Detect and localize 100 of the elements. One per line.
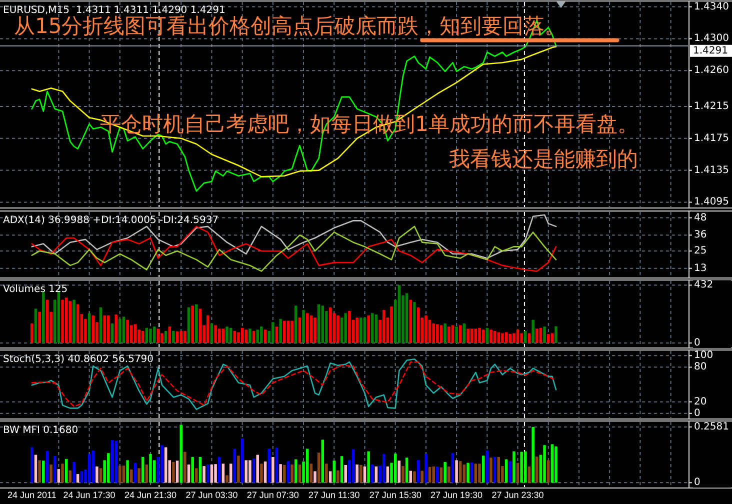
bar	[493, 330, 496, 343]
bar	[268, 448, 270, 483]
bar	[72, 300, 76, 343]
bar	[275, 326, 278, 343]
bar	[180, 424, 182, 483]
bar	[80, 471, 84, 483]
bar	[76, 304, 80, 343]
chart-title: Stoch(5,3,3) 40.8602 56.5790	[3, 354, 154, 365]
chart-title: EURUSD,M15 1.4311 1.4311 1.4290 1.4291	[3, 5, 226, 16]
bar	[290, 464, 294, 483]
bar	[348, 310, 351, 343]
bar	[260, 464, 263, 483]
bar	[176, 331, 179, 343]
bar	[306, 448, 309, 483]
bar	[432, 466, 435, 483]
y-tick-label: 0	[694, 408, 700, 419]
bar	[145, 464, 148, 483]
bar	[440, 325, 443, 343]
x-tick-label: 24 Jun 17:30	[63, 490, 116, 500]
bar	[46, 300, 49, 343]
bar	[371, 313, 374, 343]
bar	[508, 334, 512, 343]
bar	[367, 315, 370, 343]
bar	[536, 328, 538, 343]
bar	[279, 318, 282, 343]
bar	[466, 328, 470, 343]
bar	[490, 458, 492, 483]
bar	[172, 330, 175, 343]
bar	[550, 333, 554, 343]
bar	[478, 464, 481, 483]
bar	[38, 460, 41, 483]
y-tick-label: 1.4135	[694, 164, 729, 176]
bar	[524, 451, 527, 483]
y-tick-label: 1.4215	[694, 100, 729, 112]
bar	[272, 456, 274, 483]
bar	[302, 310, 305, 343]
bar	[92, 315, 94, 343]
bar	[110, 440, 114, 483]
bar	[107, 315, 110, 343]
bar	[210, 464, 214, 483]
bar	[206, 464, 210, 483]
bar	[474, 328, 478, 343]
bar	[214, 464, 217, 483]
bar	[42, 292, 45, 343]
bar	[283, 464, 286, 483]
bar	[206, 315, 210, 343]
bar	[363, 318, 366, 343]
bar	[546, 460, 550, 483]
bar	[444, 462, 446, 483]
annotation: 我看钱还是能赚到的	[449, 147, 638, 171]
bar	[516, 330, 520, 343]
bar	[141, 330, 144, 343]
bar	[402, 466, 404, 483]
bar	[226, 326, 228, 343]
bar	[344, 313, 347, 343]
bar	[34, 308, 38, 343]
bar	[164, 330, 168, 343]
bar	[413, 471, 416, 483]
bar	[248, 328, 252, 343]
bar	[50, 464, 52, 483]
bar	[107, 453, 110, 483]
bar	[168, 326, 172, 343]
bar	[72, 462, 76, 483]
bar	[490, 330, 492, 343]
bar	[152, 326, 156, 343]
bar	[187, 464, 190, 483]
bar	[294, 306, 298, 343]
bar	[482, 456, 485, 483]
bar	[191, 306, 194, 343]
y-tick-label: 0	[694, 337, 700, 348]
bar	[360, 318, 362, 343]
bar	[264, 462, 267, 483]
bar	[279, 464, 282, 483]
bar	[310, 315, 313, 343]
bar	[275, 448, 278, 483]
bar	[118, 318, 122, 343]
bar	[61, 464, 64, 483]
chart-title: Volumes 125	[3, 284, 68, 295]
bar	[340, 456, 344, 483]
bar	[244, 460, 248, 483]
bar	[298, 318, 302, 343]
bar	[218, 328, 221, 343]
bar	[524, 330, 527, 343]
bar	[486, 450, 489, 483]
bar	[420, 470, 424, 483]
bar	[317, 304, 320, 343]
bar	[110, 323, 114, 343]
bar	[317, 452, 320, 483]
y-tick-label: 1.4300	[694, 33, 729, 44]
bar	[314, 318, 316, 343]
bar	[256, 330, 259, 343]
bar	[126, 460, 129, 483]
y-tick-label: 1.4340	[694, 1, 729, 12]
bar	[164, 447, 168, 483]
bar	[398, 285, 401, 343]
bar	[191, 456, 194, 483]
x-tick-label: 24 Jun 2011	[7, 490, 56, 500]
bar	[428, 320, 432, 343]
bar	[374, 314, 378, 343]
bar	[448, 326, 450, 343]
